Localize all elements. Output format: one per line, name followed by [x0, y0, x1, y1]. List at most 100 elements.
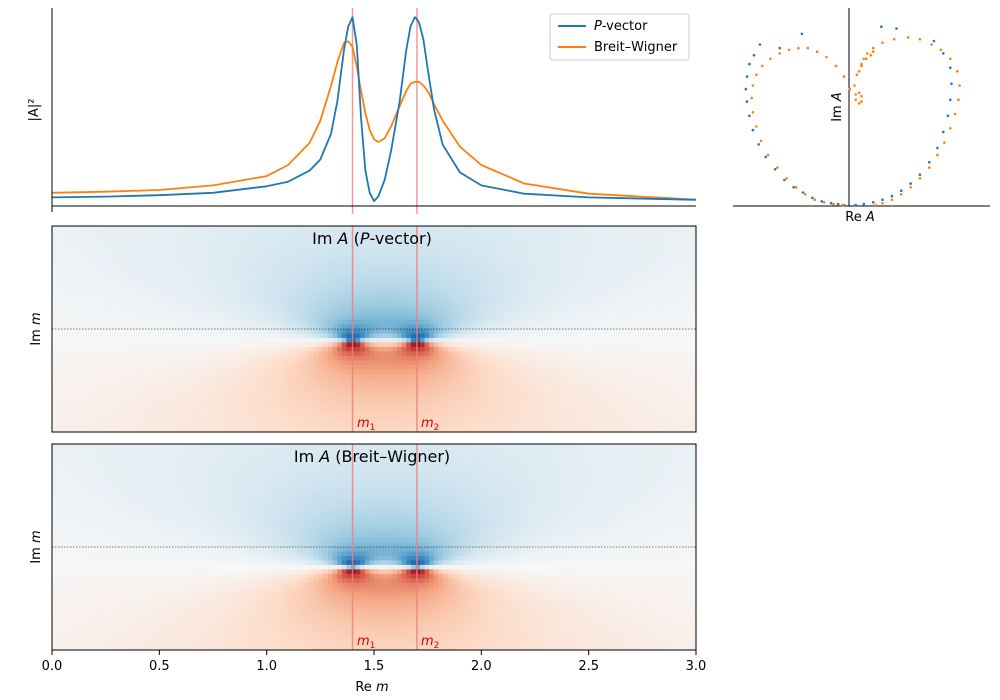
heatmap-cell	[75, 311, 81, 317]
heatmap-cell	[318, 369, 324, 375]
heatmap-cell	[548, 369, 554, 375]
heatmap-cell	[691, 315, 696, 321]
heatmap-cell	[153, 284, 159, 290]
heatmap-cell	[525, 342, 531, 348]
heatmap-cell	[502, 324, 508, 330]
heatmap-cell	[654, 266, 660, 272]
heatmap-cell	[461, 355, 467, 361]
heatmap-cell	[318, 226, 324, 232]
heatmap-cell	[535, 293, 541, 299]
heatmap-cell	[567, 243, 573, 249]
heatmap-cell	[157, 315, 163, 321]
heatmap-cell	[484, 329, 490, 335]
heatmap-cell	[102, 373, 108, 379]
heatmap-cell	[111, 226, 117, 232]
heatmap-cell	[673, 297, 679, 303]
heatmap-cell	[52, 261, 58, 267]
heatmap-cell	[443, 360, 449, 366]
heatmap-cell	[254, 378, 260, 384]
heatmap-cell	[401, 346, 407, 352]
heatmap-cell	[263, 329, 269, 335]
heatmap-cell	[374, 302, 380, 308]
heatmap-cell	[263, 230, 269, 236]
argand-point-pvector	[752, 53, 756, 57]
heatmap-cell	[673, 230, 679, 236]
heatmap-cell	[88, 243, 94, 249]
heatmap-cell	[337, 230, 343, 236]
heatmap-cell	[539, 311, 545, 317]
heatmap-cell	[489, 355, 495, 361]
heatmap-cell	[544, 239, 550, 245]
heatmap-cell	[213, 230, 219, 236]
heatmap-cell	[305, 302, 311, 308]
heatmap-cell	[217, 266, 223, 272]
heatmap-cell	[351, 378, 357, 384]
heatmap-cell	[52, 297, 58, 303]
heatmap-cell	[300, 320, 306, 326]
heatmap-cell	[162, 324, 168, 330]
heatmap-cell	[521, 364, 527, 370]
heatmap-cell	[305, 266, 311, 272]
heatmap-cell	[682, 275, 688, 281]
heatmap-cell	[401, 239, 407, 245]
heatmap-cell	[231, 315, 237, 321]
heatmap-cell	[369, 346, 375, 352]
heatmap-cell	[502, 226, 508, 232]
heatmap-cell	[668, 324, 674, 330]
heatmap-cell	[650, 252, 656, 258]
heatmap-cell	[93, 369, 99, 375]
heatmap-cell	[144, 226, 150, 232]
heatmap-cell	[305, 329, 311, 335]
heatmap-cell	[420, 355, 426, 361]
heatmap-cell	[217, 239, 223, 245]
heatmap-cell	[98, 337, 104, 344]
heatmap-cell	[525, 252, 531, 258]
heatmap-cell	[682, 320, 688, 326]
heatmap-cell	[116, 306, 122, 312]
heatmap-cell	[677, 252, 683, 258]
heatmap-cell	[640, 342, 646, 348]
intensity-legend: P-vector Breit–Wigner	[549, 13, 690, 61]
heatmap-cell	[102, 293, 108, 299]
heatmap-cell	[153, 369, 159, 375]
heatmap-cell	[576, 337, 582, 344]
heatmap-cell	[144, 284, 150, 290]
heatmap-cell	[410, 284, 416, 290]
heatmap-cell	[668, 243, 674, 249]
heatmap-cell	[677, 284, 683, 290]
heatmap-cell	[420, 333, 426, 339]
heatmap-cell	[337, 346, 343, 352]
heatmap-cell	[622, 297, 628, 303]
heatmap-cell	[401, 360, 407, 366]
heatmap-cell	[295, 257, 301, 263]
heatmap-cell	[438, 315, 444, 321]
heatmap-cell	[203, 373, 209, 379]
heatmap-cell	[144, 270, 150, 276]
heatmap-cell	[608, 243, 614, 249]
heatmap-cell	[323, 355, 329, 361]
heatmap-cell	[507, 279, 513, 285]
heatmap-cell	[599, 311, 605, 317]
heatmap-cell	[507, 297, 513, 303]
heatmap-cell	[686, 351, 692, 357]
heatmap-cell	[438, 337, 444, 344]
heatmap-cell	[56, 230, 62, 236]
heatmap-cell	[355, 355, 361, 361]
heatmap-cell	[387, 337, 393, 344]
heatmap-cell	[107, 320, 113, 326]
heatmap-cell	[673, 302, 679, 308]
heatmap-cell	[452, 364, 458, 370]
heatmap-cell	[167, 342, 173, 348]
heatmap-cell	[484, 226, 490, 232]
heatmap-cell	[502, 275, 508, 281]
heatmap-cell	[668, 230, 674, 236]
heatmap-cell	[420, 378, 426, 384]
heatmap-cell	[493, 320, 499, 326]
heatmap-cell	[236, 252, 242, 258]
heatmap-cell	[203, 364, 209, 370]
heatmap-cell	[190, 261, 196, 267]
heatmap-cell	[203, 351, 209, 357]
heatmap-cell	[456, 261, 462, 267]
heatmap-cell	[475, 315, 481, 321]
heatmap-cell	[521, 275, 527, 281]
